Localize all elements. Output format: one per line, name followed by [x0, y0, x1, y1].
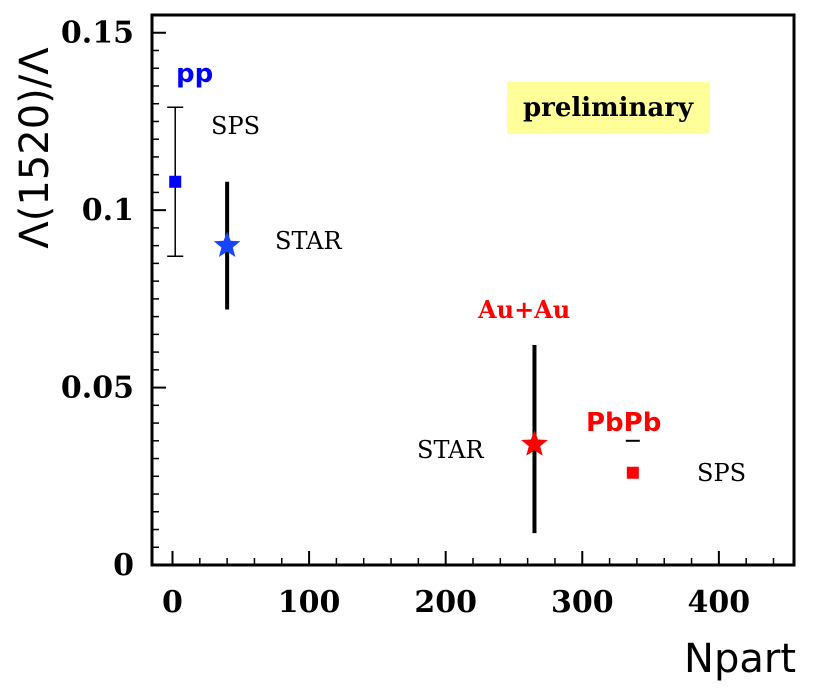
x-tick-label-3: 300 — [551, 585, 614, 620]
sps-pbpb-label: SPS — [697, 459, 746, 487]
x-tick-label-2: 200 — [414, 585, 477, 620]
auau-star-point — [521, 430, 548, 456]
star-auau-label: STAR — [417, 436, 484, 464]
star-pp-label: STAR — [275, 227, 342, 255]
tick-labels: 0 100 200 300 400 0 0.05 0.1 0.15 — [61, 16, 750, 620]
auau-label: Au+Au — [477, 295, 570, 324]
preliminary-label: preliminary — [523, 93, 694, 123]
x-tick-label-0: 0 — [162, 585, 183, 620]
x-tick-label-4: 400 — [688, 585, 751, 620]
y-tick-label-1: 0.05 — [61, 371, 134, 406]
y-tick-label-0: 0 — [113, 548, 134, 583]
data-markers — [169, 175, 639, 479]
y-tick-label-2: 0.1 — [82, 193, 134, 228]
x-tick-label-1: 100 — [278, 585, 341, 620]
y-axis-title: Λ(1520)/Λ — [12, 47, 58, 249]
pbpb-sps-point — [626, 466, 639, 479]
pbpb-label: PbPb — [586, 408, 661, 438]
preliminary-box — [507, 82, 710, 134]
x-axis-title: Npart — [684, 636, 796, 682]
axis-ticks — [152, 31, 775, 566]
sps-pp-label: SPS — [211, 112, 260, 140]
pp-star-point — [213, 231, 241, 257]
pp-label: pp — [176, 59, 213, 89]
y-tick-label-3: 0.15 — [61, 16, 134, 51]
pp-sps-point — [169, 175, 182, 188]
